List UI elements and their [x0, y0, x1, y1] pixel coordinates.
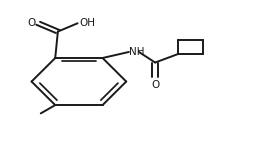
Text: OH: OH: [79, 18, 95, 27]
Text: O: O: [27, 18, 36, 27]
Text: O: O: [151, 80, 159, 90]
Text: NH: NH: [129, 47, 145, 56]
